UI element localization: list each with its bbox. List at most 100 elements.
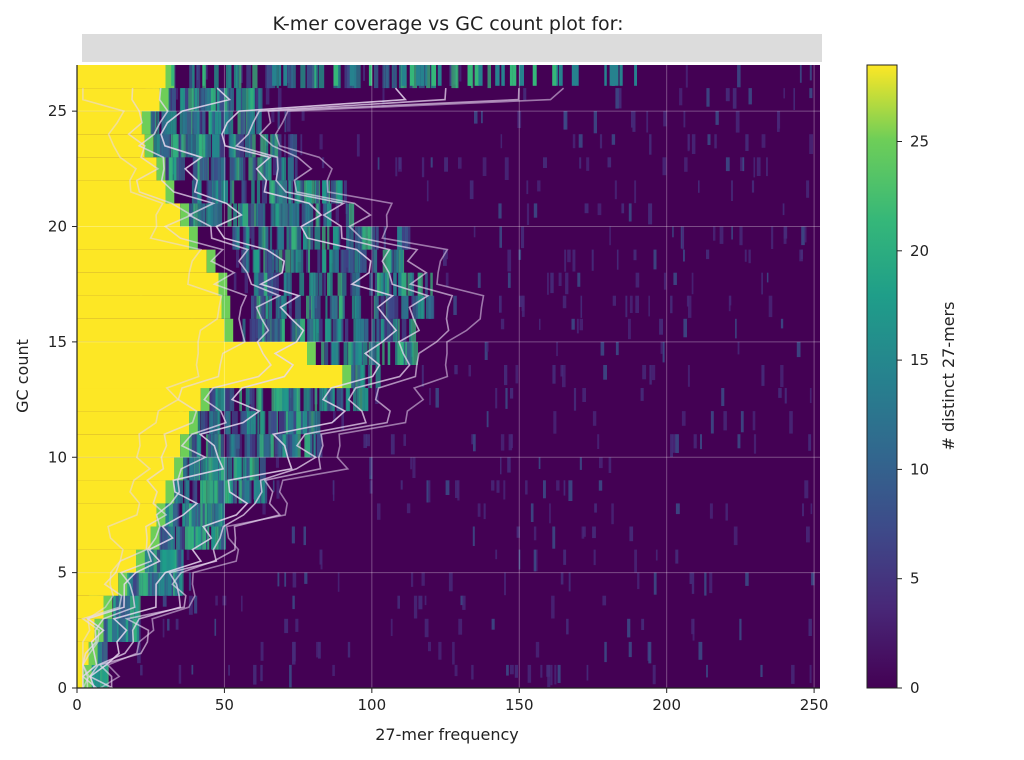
heatmap-cell xyxy=(681,226,685,250)
heatmap-cell xyxy=(538,457,541,469)
heatmap-cell xyxy=(744,249,747,262)
heatmap-cell xyxy=(368,365,370,389)
heatmap-cell xyxy=(777,111,781,129)
heatmap-cell xyxy=(483,503,486,520)
heatmap-cell xyxy=(170,134,174,158)
heatmap-cell xyxy=(159,134,163,158)
heatmap-cell xyxy=(234,226,240,250)
heatmap-cell xyxy=(521,226,525,249)
heatmap-cell xyxy=(519,65,524,86)
heatmap-cell xyxy=(397,595,400,609)
heatmap-cell xyxy=(92,664,98,688)
heatmap-cell xyxy=(284,572,287,587)
heatmap-cell xyxy=(314,388,318,412)
heatmap-cell xyxy=(380,318,385,342)
heatmap-cell xyxy=(486,341,489,352)
heatmap-cell xyxy=(648,295,650,317)
heatmap-cell xyxy=(242,226,248,250)
heatmap-cell xyxy=(348,249,353,273)
saturated-edge-cell xyxy=(141,111,151,135)
saturated-edge-cell xyxy=(221,295,231,319)
heatmap-cell xyxy=(760,664,763,677)
heatmap-cell xyxy=(336,388,343,412)
heatmap-cell xyxy=(305,203,310,227)
heatmap-cell xyxy=(535,641,540,658)
heatmap-cell xyxy=(809,388,812,403)
heatmap-cell xyxy=(341,318,344,342)
heatmap-cell xyxy=(508,434,513,451)
heatmap-cell xyxy=(753,434,757,454)
heatmap-cell xyxy=(256,180,261,204)
heatmap-cell xyxy=(292,595,295,610)
heatmap-cell xyxy=(230,157,235,181)
heatmap-cell xyxy=(735,318,737,339)
saturated-edge-cell xyxy=(165,480,175,504)
heatmap-cell xyxy=(283,249,286,271)
heatmap-cell xyxy=(417,272,423,296)
heatmap-cell xyxy=(445,480,450,495)
heatmap-cell xyxy=(333,226,339,250)
heatmap-cell xyxy=(495,388,498,409)
heatmap-cell xyxy=(766,272,769,283)
saturated-edge-cell xyxy=(180,203,189,227)
heatmap-cell xyxy=(247,480,252,504)
heatmap-cell xyxy=(558,65,563,86)
heatmap-cell xyxy=(208,503,215,527)
heatmap-cell xyxy=(165,157,169,181)
heatmap-cell xyxy=(134,595,139,619)
heatmap-cell xyxy=(173,134,179,158)
heatmap-cell xyxy=(236,88,241,112)
heatmap-cell xyxy=(761,365,765,386)
heatmap-cell xyxy=(313,318,318,342)
heatmap-cell xyxy=(272,480,275,492)
heatmap-cell xyxy=(467,65,473,86)
heatmap-cell xyxy=(214,434,219,458)
heatmap-cell xyxy=(241,595,243,612)
heatmap-cell xyxy=(231,411,238,435)
heatmap-cell xyxy=(169,503,173,527)
heatmap-cell xyxy=(228,65,231,89)
heatmap-cell xyxy=(368,226,372,250)
heatmap-cell xyxy=(300,180,304,204)
heatmap-cell xyxy=(565,272,569,295)
heatmap-cell xyxy=(363,434,367,448)
heatmap-cell xyxy=(196,434,201,458)
heatmap-cell xyxy=(270,180,276,204)
colorbar-tick-label: 15 xyxy=(910,351,929,369)
heatmap-cell xyxy=(783,226,787,244)
heatmap-cell xyxy=(802,503,804,517)
heatmap-cell xyxy=(208,480,214,504)
heatmap-cell xyxy=(224,457,228,481)
heatmap-cell xyxy=(709,503,713,519)
heatmap-cell xyxy=(406,503,411,514)
heatmap-cell xyxy=(272,65,277,86)
heatmap-cell xyxy=(324,203,330,227)
density-contour-line xyxy=(89,87,408,689)
heatmap-cell xyxy=(185,111,192,135)
heatmap-cell xyxy=(143,572,149,596)
heatmap-cell xyxy=(289,664,292,688)
heatmap-cell xyxy=(276,480,280,499)
heatmap-cell xyxy=(362,388,369,412)
heatmap-cell xyxy=(233,272,237,291)
heatmap-cell xyxy=(458,618,463,635)
chart-title: K-mer coverage vs GC count plot for: xyxy=(272,13,623,35)
heatmap-cell xyxy=(316,295,321,319)
heatmap-cell xyxy=(604,65,607,86)
heatmap-cell xyxy=(188,572,192,591)
heatmap-cell xyxy=(291,134,298,158)
colorbar-tick-label: 20 xyxy=(910,242,929,260)
heatmap-cell xyxy=(659,318,663,335)
saturated-cell-row xyxy=(77,664,83,688)
heatmap-cell xyxy=(504,572,506,596)
heatmap-cell xyxy=(381,272,387,296)
heatmap-cell xyxy=(190,134,197,158)
heatmap-cell xyxy=(307,388,311,412)
heatmap-cell xyxy=(207,526,210,550)
heatmap-cell xyxy=(299,272,305,296)
heatmap-cell xyxy=(580,295,583,318)
heatmap-cell xyxy=(303,226,309,250)
colorbar-ticks: 0 5 10 15 20 25 xyxy=(897,133,929,697)
heatmap-cell xyxy=(400,480,403,490)
heatmap-cell xyxy=(635,272,640,288)
